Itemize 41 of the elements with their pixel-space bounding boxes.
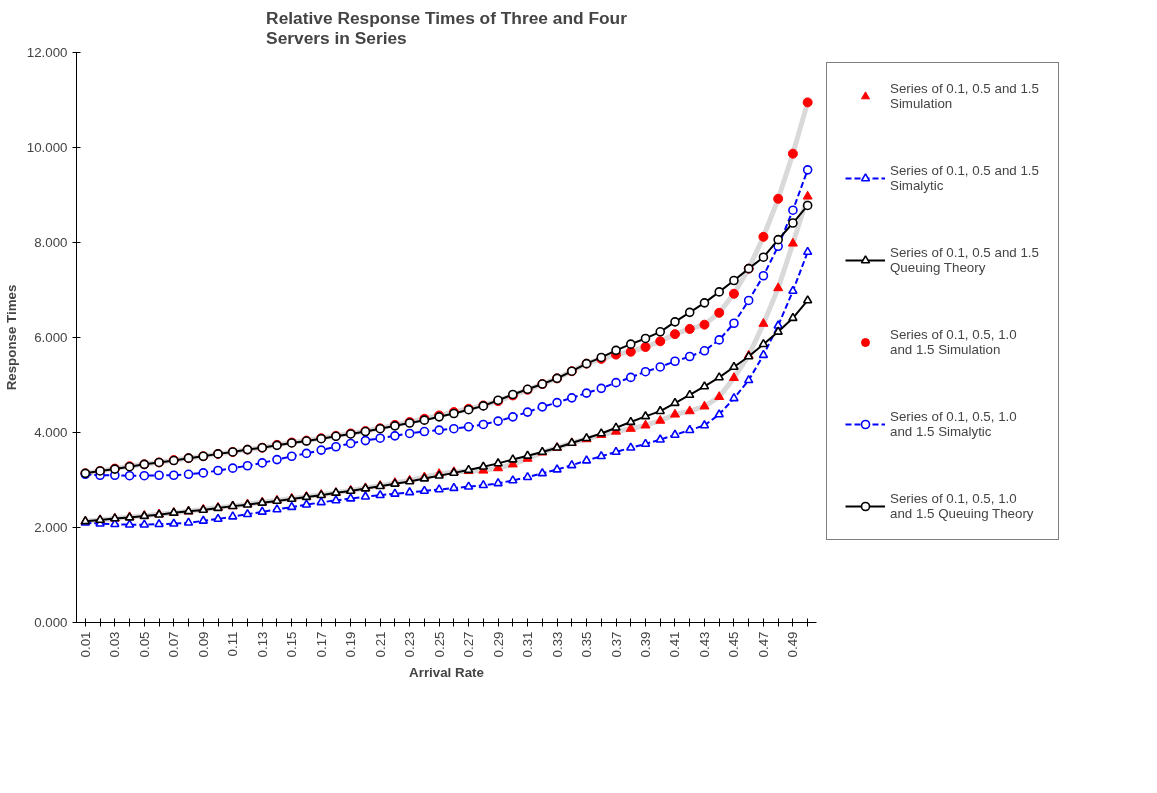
x-tick-label: 0.25	[431, 631, 447, 658]
x-tick-label: 0.11	[225, 631, 241, 657]
legend-label: Series of 0.1, 0.5, 1.0 and 1.5 Simalytic	[890, 409, 1018, 439]
x-tick-label: 0.19	[343, 631, 359, 658]
x-tick-label: 0.13	[254, 631, 270, 658]
y-tick-label: 2.000	[34, 520, 68, 535]
x-tick-label: 0.33	[549, 631, 565, 658]
x-tick-label: 0.01	[77, 631, 93, 658]
y-tick-label: 12.000	[26, 45, 68, 60]
x-tick-label: 0.29	[490, 631, 506, 658]
legend-label: Series of 0.1, 0.5 and 1.5 Simalytic	[890, 163, 1040, 193]
chart-title: Relative Response Times of Three and Four Servers in Series	[266, 7, 628, 48]
x-tick-label: 0.03	[107, 631, 123, 658]
x-tick-label: 0.09	[195, 631, 211, 658]
x-tick-label: 0.17	[313, 631, 329, 658]
x-tick-label: 0.49	[785, 631, 801, 658]
x-tick-label: 0.43	[696, 631, 712, 658]
x-axis-title: Arrival Rate	[409, 665, 484, 681]
legend-label: Series of 0.1, 0.5, 1.0 and 1.5 Simulation	[890, 327, 1018, 357]
x-tick-label: 0.15	[284, 631, 300, 658]
x-tick-label: 0.31	[520, 631, 536, 658]
x-tick-label: 0.41	[667, 631, 683, 658]
x-tick-label: 0.21	[372, 631, 388, 658]
x-tick-label: 0.07	[166, 631, 182, 658]
legend-label: Series of 0.1, 0.5 and 1.5 Simulation	[890, 81, 1040, 111]
x-tick-label: 0.27	[461, 631, 477, 658]
x-tick-label: 0.45	[726, 631, 742, 658]
x-tick-label: 0.05	[136, 631, 152, 658]
y-tick-label: 8.000	[34, 235, 68, 250]
y-tick-label: 4.000	[34, 425, 68, 440]
x-tick-label: 0.47	[755, 631, 771, 658]
y-axis-title: Response Times	[3, 284, 19, 391]
y-tick-label: 10.000	[26, 140, 68, 155]
legend-label: Series of 0.1, 0.5 and 1.5 Queuing Theory	[890, 245, 1040, 275]
x-tick-label: 0.39	[638, 631, 653, 658]
x-tick-label: 0.37	[608, 631, 624, 658]
y-tick-label: 6.000	[34, 330, 68, 345]
y-tick-label: 0.000	[34, 615, 68, 630]
legend-label: Series of 0.1, 0.5, 1.0 and 1.5 Queuing Theory	[890, 491, 1035, 521]
x-tick-label: 0.23	[402, 631, 418, 658]
x-tick-label: 0.35	[579, 631, 595, 658]
